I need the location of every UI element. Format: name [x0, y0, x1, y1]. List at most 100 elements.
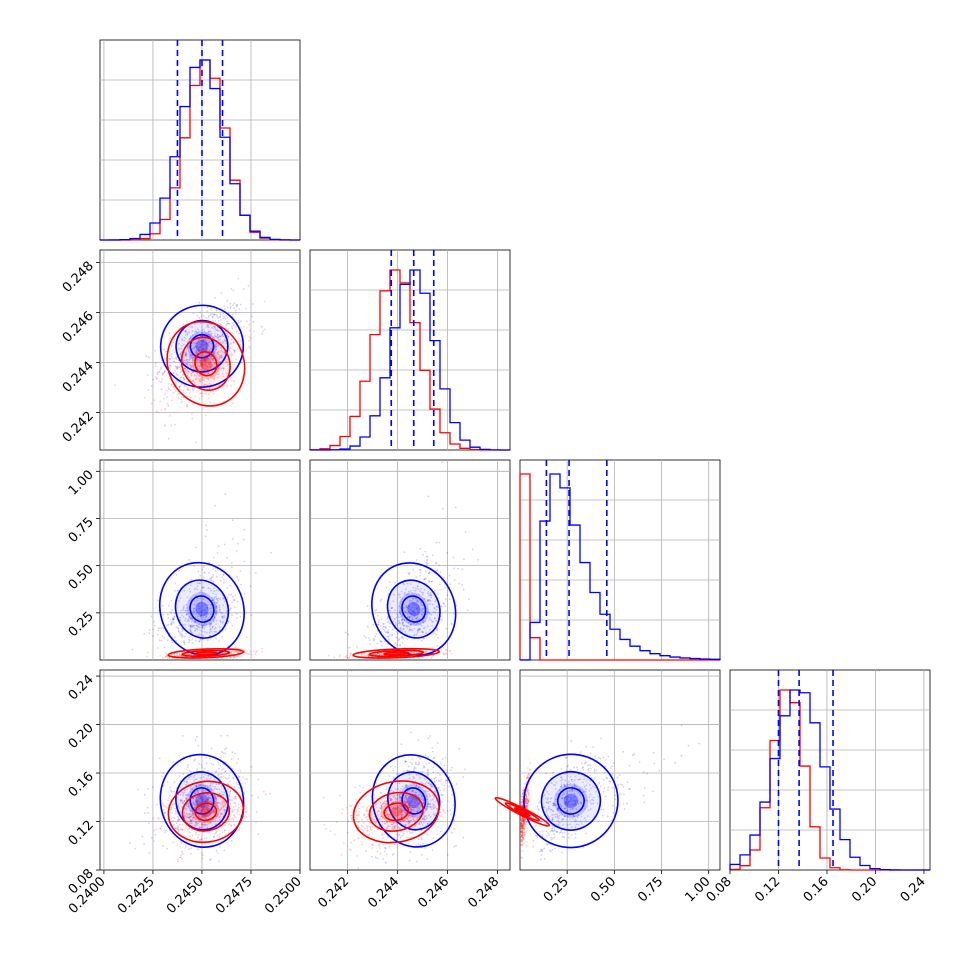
- scatter-point: [172, 391, 175, 394]
- scatter-point: [238, 338, 241, 340]
- scatter-point: [185, 846, 187, 848]
- scatter-point: [394, 581, 396, 584]
- scatter-point: [211, 599, 214, 602]
- scatter-point: [250, 337, 252, 340]
- scatter-point: [186, 404, 189, 406]
- scatter-point: [163, 371, 166, 373]
- scatter-point: [217, 762, 220, 765]
- scatter-point: [230, 566, 233, 569]
- scatter-point: [191, 413, 193, 416]
- scatter-point: [173, 817, 176, 819]
- scatter-point: [202, 340, 205, 343]
- scatter-point: [409, 761, 412, 764]
- scatter-point: [202, 338, 205, 341]
- scatter-point: [220, 354, 223, 356]
- scatter-point: [225, 314, 228, 317]
- scatter-point: [237, 542, 239, 545]
- scatter-point: [221, 617, 224, 619]
- scatter-point: [217, 344, 220, 347]
- scatter-point: [361, 806, 364, 808]
- scatter-point: [218, 361, 220, 363]
- scatter-point: [214, 363, 217, 366]
- scatter-point: [188, 376, 190, 379]
- scatter-point: [228, 777, 230, 779]
- scatter-point: [208, 342, 211, 345]
- scatter-point: [160, 381, 163, 383]
- scatter-point: [197, 339, 200, 341]
- scatter-point: [157, 629, 160, 632]
- scatter-point: [262, 790, 265, 793]
- scatter-point: [340, 853, 343, 856]
- scatter-point: [195, 342, 198, 345]
- scatter-point: [186, 368, 189, 371]
- scatter-point: [207, 372, 210, 374]
- scatter-point: [361, 843, 363, 846]
- scatter-point: [215, 308, 218, 311]
- scatter-point: [369, 643, 371, 646]
- scatter-point: [209, 375, 212, 378]
- scatter-point: [193, 374, 196, 376]
- scatter-point: [368, 639, 371, 641]
- scatter-point: [182, 607, 185, 610]
- scatter-point: [214, 385, 217, 388]
- scatter-point: [218, 610, 221, 613]
- scatter-point: [186, 620, 189, 623]
- scatter-point: [199, 607, 202, 609]
- scatter-point: [235, 330, 238, 333]
- scatter-point: [219, 621, 222, 623]
- scatter-point: [168, 388, 171, 390]
- scatter-point: [234, 326, 237, 328]
- scatter-point: [157, 627, 160, 630]
- scatter-point: [159, 627, 162, 630]
- scatter-point: [219, 846, 222, 848]
- scatter-point: [442, 793, 444, 796]
- scatter-point: [446, 810, 449, 812]
- scatter-point: [201, 343, 203, 346]
- scatter-point: [209, 628, 212, 630]
- scatter-point: [204, 358, 207, 361]
- scatter-point: [222, 315, 225, 318]
- scatter-point: [440, 815, 443, 818]
- scatter-point: [231, 624, 234, 627]
- scatter-point: [224, 307, 226, 310]
- scatter-point: [173, 781, 176, 783]
- scatter-point: [181, 636, 183, 639]
- scatter-point: [225, 384, 228, 386]
- scatter-point: [436, 742, 439, 744]
- scatter-point: [155, 378, 158, 380]
- scatter-point: [216, 345, 219, 348]
- scatter-point: [173, 612, 176, 614]
- scatter-point: [422, 553, 424, 556]
- scatter-point: [443, 587, 446, 589]
- scatter-point: [231, 840, 233, 842]
- scatter-point: [375, 795, 378, 798]
- scatter-point: [209, 629, 212, 632]
- scatter-point: [172, 618, 175, 621]
- scatter-point: [263, 300, 266, 303]
- scatter-point: [412, 569, 414, 571]
- scatter-point: [436, 654, 438, 657]
- scatter-point: [188, 338, 191, 340]
- scatter-point: [213, 335, 216, 338]
- scatter-point: [182, 389, 185, 392]
- scatter-point: [184, 367, 186, 370]
- scatter-point: [210, 365, 213, 368]
- scatter-point: [195, 735, 198, 738]
- scatter-point: [185, 330, 187, 333]
- scatter-point: [194, 382, 196, 385]
- scatter-point: [228, 593, 230, 596]
- scatter-point: [368, 833, 371, 836]
- scatter-point: [194, 342, 196, 345]
- scatter-point: [187, 346, 189, 349]
- scatter-point: [436, 629, 438, 632]
- scatter-point: [429, 735, 432, 737]
- scatter-point: [209, 625, 211, 628]
- scatter-point: [193, 323, 196, 325]
- scatter-point: [413, 767, 416, 770]
- scatter-point: [209, 587, 212, 590]
- scatter-point: [217, 376, 219, 379]
- scatter-point: [218, 606, 221, 608]
- scatter-point: [395, 636, 397, 639]
- scatter-point: [226, 320, 229, 323]
- scatter-point: [432, 766, 435, 768]
